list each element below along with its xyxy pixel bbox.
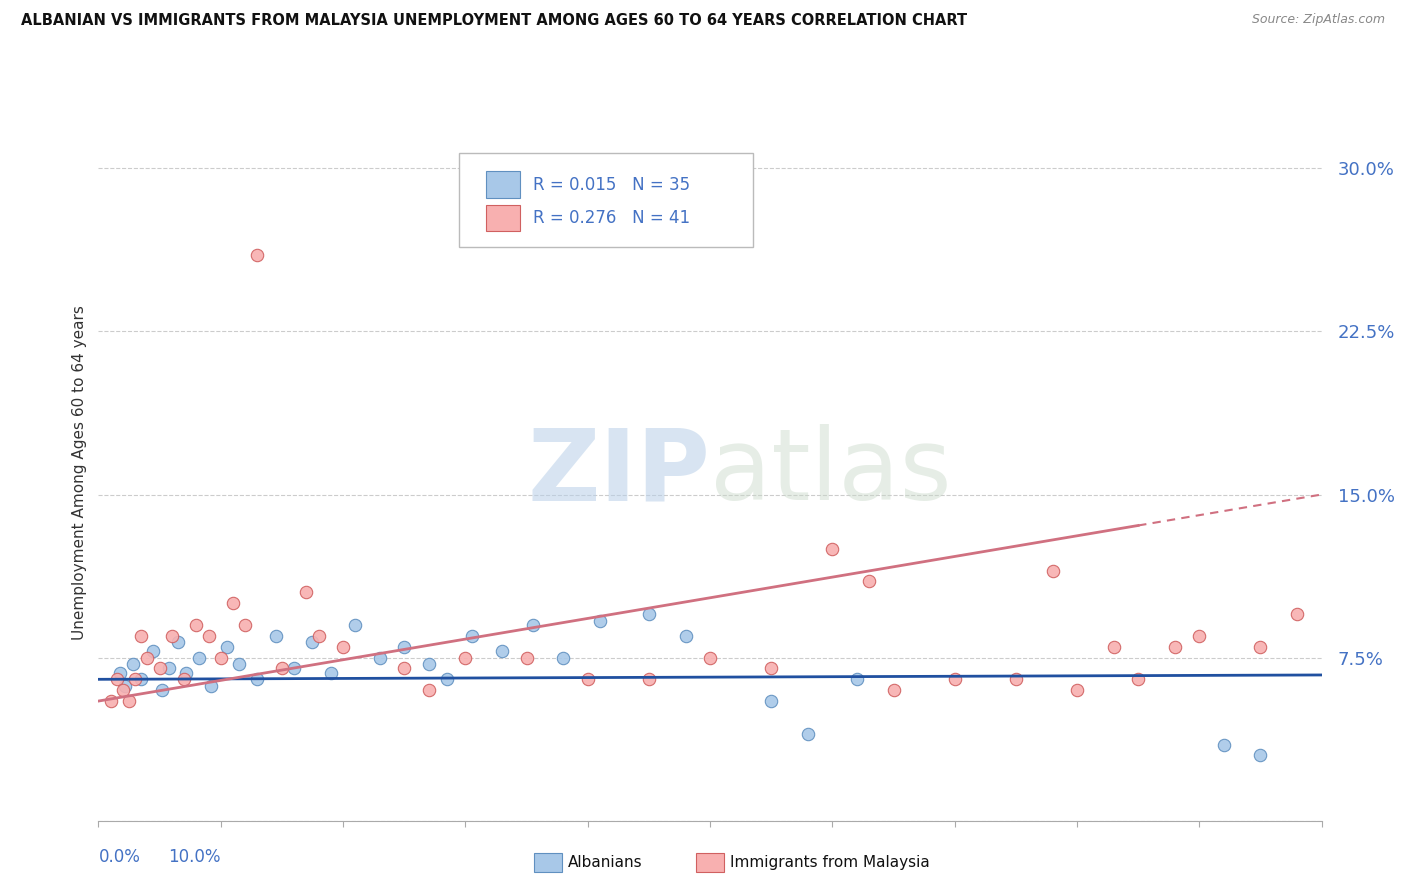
Text: R = 0.015   N = 35: R = 0.015 N = 35 [533, 176, 690, 194]
Point [110, 665, 132, 680]
Point [1250, 640, 1272, 654]
Point [761, 694, 783, 708]
Point [136, 650, 159, 665]
Point [522, 618, 544, 632]
Point [797, 726, 820, 740]
Point [1128, 673, 1150, 687]
Point [215, 640, 238, 654]
Text: Source: ZipAtlas.com: Source: ZipAtlas.com [1251, 13, 1385, 27]
Point [319, 665, 342, 680]
Point [821, 541, 844, 556]
Point [283, 661, 305, 675]
Point [454, 650, 477, 665]
Point [491, 644, 513, 658]
Point [197, 629, 219, 643]
Point [368, 650, 391, 665]
Point [392, 661, 416, 675]
Point [1004, 673, 1026, 687]
Text: Immigrants from Malaysia: Immigrants from Malaysia [730, 855, 929, 870]
Point [209, 650, 232, 665]
Point [1164, 640, 1187, 654]
Point [121, 657, 143, 671]
Bar [486, 171, 520, 198]
Point [1102, 640, 1125, 654]
Point [392, 640, 416, 654]
Point [186, 618, 208, 632]
Point [845, 673, 868, 687]
Point [858, 574, 880, 589]
Point [129, 629, 152, 643]
Point [246, 673, 269, 687]
Point [149, 661, 172, 675]
Point [308, 629, 330, 643]
Point [246, 248, 269, 262]
Point [436, 673, 458, 687]
FancyBboxPatch shape [460, 153, 752, 247]
Point [160, 629, 183, 643]
Point [270, 661, 294, 675]
Point [301, 635, 323, 649]
Point [124, 673, 146, 687]
Point [589, 614, 612, 628]
Point [114, 679, 136, 693]
Point [1066, 683, 1088, 698]
Point [344, 618, 367, 632]
Point [1212, 738, 1234, 752]
Point [176, 665, 198, 680]
Point [129, 673, 152, 687]
Text: Albanians: Albanians [568, 855, 643, 870]
Point [332, 640, 354, 654]
Point [173, 673, 195, 687]
Text: ZIP: ZIP [527, 425, 710, 521]
Point [418, 683, 440, 698]
Point [222, 596, 245, 610]
Text: 0.0%: 0.0% [98, 848, 141, 866]
Point [883, 683, 905, 698]
Point [142, 644, 165, 658]
Text: ALBANIAN VS IMMIGRANTS FROM MALAYSIA UNEMPLOYMENT AMONG AGES 60 TO 64 YEARS CORR: ALBANIAN VS IMMIGRANTS FROM MALAYSIA UNE… [21, 13, 967, 29]
Point [233, 618, 256, 632]
Point [761, 661, 783, 675]
Text: R = 0.276   N = 41: R = 0.276 N = 41 [533, 209, 690, 227]
Point [637, 607, 661, 621]
Y-axis label: Unemployment Among Ages 60 to 64 years: Unemployment Among Ages 60 to 64 years [72, 305, 87, 640]
Point [1188, 629, 1211, 643]
Point [516, 650, 538, 665]
Point [1042, 564, 1064, 578]
Point [264, 629, 287, 643]
Point [418, 657, 440, 671]
Bar [486, 205, 520, 231]
Point [105, 673, 128, 687]
Point [943, 673, 966, 687]
Point [100, 694, 122, 708]
Point [1286, 607, 1309, 621]
Point [637, 673, 661, 687]
Point [553, 650, 575, 665]
Point [200, 679, 222, 693]
Point [150, 683, 173, 698]
Point [295, 585, 318, 599]
Text: atlas: atlas [710, 425, 952, 521]
Point [118, 694, 141, 708]
Point [1250, 748, 1272, 763]
Point [157, 661, 180, 675]
Point [460, 629, 482, 643]
Point [187, 650, 209, 665]
Point [675, 629, 697, 643]
Point [228, 657, 250, 671]
Text: 10.0%: 10.0% [169, 848, 221, 866]
Point [111, 683, 134, 698]
Point [576, 673, 599, 687]
Point [167, 635, 190, 649]
Point [699, 650, 721, 665]
